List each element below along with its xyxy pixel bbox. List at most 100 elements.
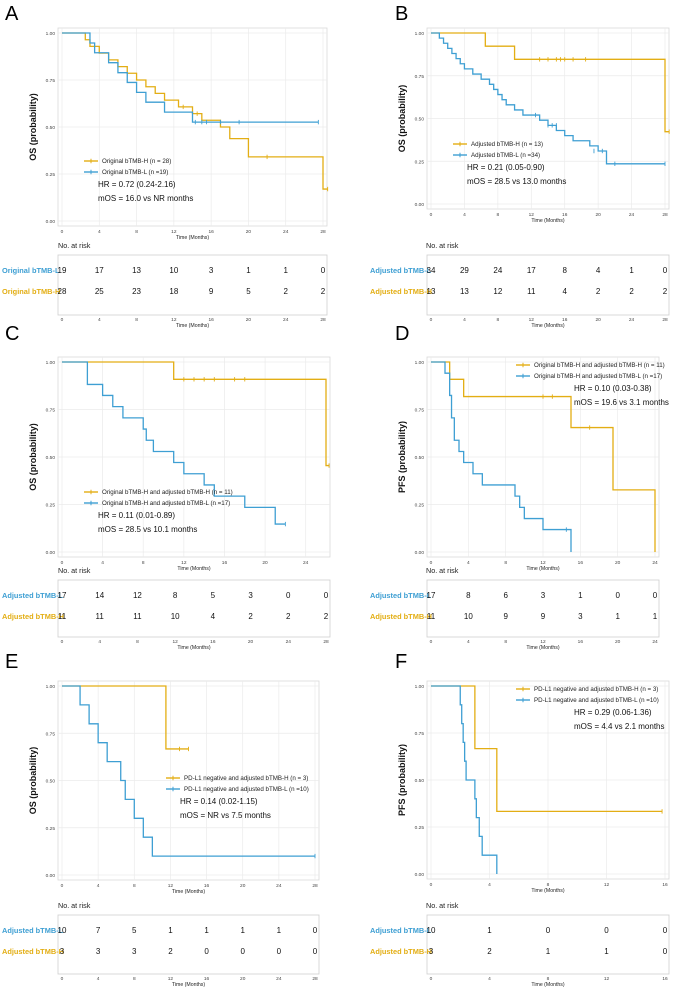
x-tick-label: 16 xyxy=(222,560,228,566)
x-tick-label: 4 xyxy=(101,560,104,566)
risk-count: 3 xyxy=(541,591,546,600)
risk-title: No. at risk xyxy=(58,241,91,250)
panel-label: F xyxy=(395,651,407,673)
x-tick-label: 28 xyxy=(320,229,326,235)
risk-count: 1 xyxy=(604,947,609,956)
risk-count: 25 xyxy=(95,287,104,296)
risk-x-tick: 28 xyxy=(320,317,326,323)
risk-table xyxy=(426,254,670,316)
x-tick-label: 24 xyxy=(283,229,289,235)
risk-count: 1 xyxy=(168,926,173,935)
y-tick-label: 0.00 xyxy=(415,872,425,878)
risk-count: 1 xyxy=(240,926,245,935)
risk-count: 13 xyxy=(427,287,436,296)
risk-x-tick: 16 xyxy=(562,317,568,323)
risk-count: 9 xyxy=(209,287,214,296)
x-tick-label: 8 xyxy=(504,560,507,566)
risk-title: No. at risk xyxy=(426,901,459,910)
y-tick-label: 0.00 xyxy=(415,202,425,208)
risk-x-tick: 8 xyxy=(135,317,138,323)
panel-label: B xyxy=(395,3,408,25)
panel-label: E xyxy=(5,651,18,673)
y-axis-title: PFS (probability) xyxy=(397,744,407,816)
x-tick-label: 0 xyxy=(430,560,433,566)
risk-x-tick: 16 xyxy=(662,976,668,982)
legend-entry: Original bTMB-H and adjusted bTMB-L (n =… xyxy=(534,373,662,380)
risk-count: 11 xyxy=(133,612,142,621)
km-curve-low xyxy=(431,361,572,552)
risk-count: 13 xyxy=(460,287,469,296)
risk-count: 3 xyxy=(96,947,101,956)
risk-count: 2 xyxy=(663,287,668,296)
risk-count: 8 xyxy=(466,591,471,600)
risk-x-tick: 8 xyxy=(547,976,550,982)
risk-count: 0 xyxy=(663,926,668,935)
risk-count: 29 xyxy=(460,266,469,275)
risk-count: 9 xyxy=(503,612,508,621)
x-axis-title: Time (Months) xyxy=(172,889,206,895)
x-tick-label: 12 xyxy=(181,560,187,566)
x-tick-label: 0 xyxy=(61,560,64,566)
risk-count: 8 xyxy=(562,266,567,275)
risk-count: 2 xyxy=(286,612,291,621)
x-tick-label: 4 xyxy=(463,212,466,218)
risk-count: 0 xyxy=(324,591,329,600)
x-tick-label: 4 xyxy=(97,883,100,889)
y-tick-label: 0.25 xyxy=(46,172,56,178)
y-axis-title: OS (probability) xyxy=(28,93,38,161)
legend-entry: Original bTMB-H and adjusted bTMB-H (n =… xyxy=(534,362,665,369)
legend-entry: Adjusted bTMB-L (n =34) xyxy=(471,152,540,159)
risk-count: 1 xyxy=(629,266,634,275)
x-tick-label: 4 xyxy=(488,882,491,888)
x-tick-label: 16 xyxy=(204,883,210,889)
stats-text: mOS = 28.5 vs 10.1 months xyxy=(98,525,197,534)
risk-count: 0 xyxy=(277,947,282,956)
risk-x-tick: 4 xyxy=(467,639,470,645)
risk-count: 1 xyxy=(204,926,209,935)
risk-x-tick: 16 xyxy=(208,317,214,323)
x-tick-label: 24 xyxy=(629,212,635,218)
risk-x-tick: 0 xyxy=(61,639,64,645)
y-tick-label: 1.00 xyxy=(415,360,425,366)
risk-x-title: Time (Months) xyxy=(177,645,211,651)
risk-count: 17 xyxy=(527,266,536,275)
x-tick-label: 12 xyxy=(529,212,535,218)
risk-count: 0 xyxy=(313,947,318,956)
x-tick-label: 12 xyxy=(604,882,610,888)
risk-x-tick: 16 xyxy=(578,639,584,645)
risk-count: 1 xyxy=(615,612,620,621)
y-tick-label: 0.75 xyxy=(415,731,425,737)
risk-row-label: Adjusted bTMB-L xyxy=(370,926,432,935)
risk-count: 10 xyxy=(171,612,180,621)
y-tick-label: 0.75 xyxy=(46,408,56,414)
risk-count: 12 xyxy=(493,287,502,296)
risk-count: 0 xyxy=(286,591,291,600)
y-tick-label: 0.75 xyxy=(46,731,56,737)
risk-count: 4 xyxy=(596,266,601,275)
legend-entry: PD-L1 negative and adjusted bTMB-L (n =1… xyxy=(534,697,659,704)
risk-x-tick: 20 xyxy=(240,976,246,982)
risk-count: 0 xyxy=(653,591,658,600)
x-tick-label: 16 xyxy=(662,882,668,888)
y-tick-label: 0.25 xyxy=(415,159,425,165)
risk-count: 0 xyxy=(321,266,326,275)
risk-count: 17 xyxy=(95,266,104,275)
risk-count: 9 xyxy=(541,612,546,621)
risk-count: 2 xyxy=(596,287,601,296)
km-curve-low xyxy=(62,361,286,525)
risk-x-tick: 24 xyxy=(286,639,292,645)
y-tick-label: 0.50 xyxy=(415,455,425,461)
y-tick-label: 0.00 xyxy=(415,550,425,556)
x-tick-label: 0 xyxy=(430,882,433,888)
x-axis-title: Time (Months) xyxy=(176,235,210,241)
risk-x-tick: 0 xyxy=(430,639,433,645)
risk-x-title: Time (Months) xyxy=(176,323,210,329)
risk-row-label: Adjusted bTMB-L xyxy=(370,266,432,275)
km-curve-low xyxy=(431,32,665,165)
x-tick-label: 28 xyxy=(312,883,318,889)
risk-count: 0 xyxy=(240,947,245,956)
stats-text: HR = 0.10 (0.03-0.38) xyxy=(574,384,652,393)
risk-count: 2 xyxy=(324,612,329,621)
risk-x-title: Time (Months) xyxy=(531,982,565,988)
